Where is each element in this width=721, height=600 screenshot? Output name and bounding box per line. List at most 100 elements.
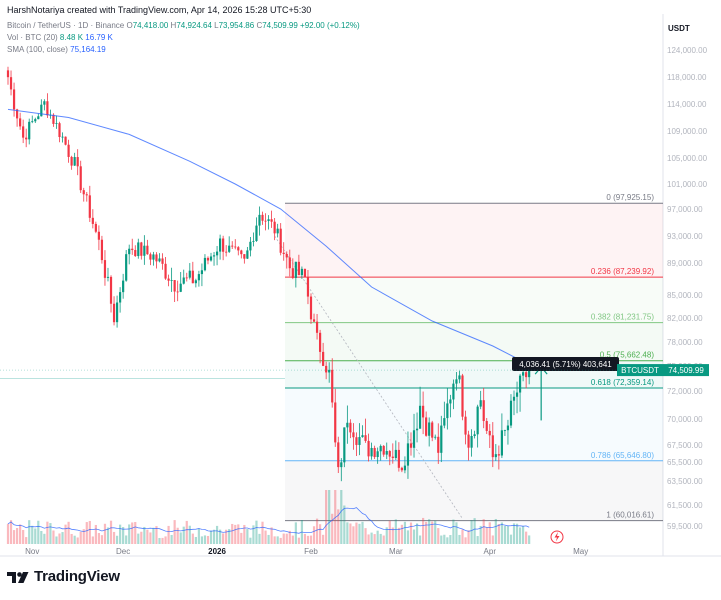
volume-bar	[188, 525, 191, 544]
candle-body	[185, 277, 188, 279]
candle-body	[91, 217, 94, 224]
volume-bar	[461, 529, 464, 544]
candle-body	[352, 432, 355, 438]
volume-bar	[288, 530, 291, 544]
volume-bar	[146, 529, 149, 544]
price-tick-label: 124,000.00	[667, 46, 708, 55]
volume-bar	[191, 533, 194, 544]
candle-body	[364, 435, 367, 441]
sma-value: 75,164.19	[70, 45, 106, 54]
candle-body	[361, 435, 364, 438]
candle-body	[391, 456, 394, 459]
volume-bar	[34, 528, 37, 544]
volume-bar	[15, 528, 19, 544]
candle-body	[276, 228, 279, 234]
candle-body	[161, 258, 164, 264]
candle-body	[191, 270, 194, 284]
volume-bars	[6, 490, 531, 544]
candle-body	[346, 422, 349, 428]
candle-body	[337, 442, 340, 468]
candle-body	[458, 375, 461, 380]
candle-body	[76, 157, 79, 167]
volume-bar	[273, 536, 276, 544]
candle-body	[25, 137, 28, 140]
trendline[interactable]	[274, 235, 463, 519]
fib-level-label: 0.618 (72,359.14)	[591, 378, 654, 387]
candle-body	[155, 254, 158, 262]
candle-body	[167, 278, 170, 281]
volume-bar	[134, 522, 137, 544]
volume-bar	[443, 534, 446, 544]
chart-credit: HarshNotariya created with TradingView.c…	[7, 5, 312, 15]
volume-bar	[85, 522, 88, 544]
ohlc-low-label: L	[214, 21, 219, 30]
price-tick-label: 93,000.00	[667, 232, 703, 241]
volume-bar	[352, 526, 355, 544]
symbol-tag	[617, 364, 663, 377]
volume-bar	[449, 535, 452, 544]
volume-bar	[397, 527, 400, 544]
price-axis[interactable]: 124,000.00 118,000.00 114,000.00 109,000.00…	[667, 46, 708, 531]
price-tick-label: 59,500.00	[667, 522, 703, 531]
volume-bar	[515, 523, 519, 544]
candle-body	[331, 369, 334, 403]
price-tick-label: 118,000.00	[667, 73, 707, 82]
fib-level-label: 0.786 (65,646.80)	[591, 451, 654, 460]
volume-bar	[46, 521, 49, 544]
volume-bar	[22, 530, 25, 544]
candle-body	[243, 254, 246, 259]
volume-bar	[103, 523, 107, 544]
candle-body	[394, 449, 397, 459]
volume-bar	[340, 490, 343, 544]
volume-bar	[52, 530, 55, 544]
price-tick-label: 114,000.00	[667, 100, 707, 109]
candle-body	[119, 292, 122, 303]
volume-bar	[6, 523, 10, 544]
candle-body	[240, 250, 243, 255]
tradingview-logo[interactable]: TradingView	[7, 568, 120, 585]
volume-bar	[367, 534, 370, 544]
volume-bar	[228, 529, 231, 544]
candle-body	[340, 462, 343, 468]
volume-bar	[446, 537, 449, 544]
price-tick-label: 61,500.00	[667, 501, 703, 510]
candle-body	[412, 430, 416, 448]
price-tick-label: 101,000.00	[667, 180, 708, 189]
volume-bar	[385, 527, 388, 544]
volume-bar	[467, 530, 470, 544]
candle-body	[176, 291, 179, 293]
volume-bar	[525, 531, 528, 544]
volume-bar	[88, 520, 91, 544]
candle-body	[403, 465, 407, 471]
volume-bar	[409, 522, 413, 544]
fibonacci-retracement[interactable]: 0 (97,925.15) 0.236 (87,239.92) 0.382 (81,…	[0, 193, 663, 522]
volume-bar	[337, 509, 340, 544]
fib-level-label: 0.5 (75,662.48)	[600, 351, 655, 360]
measure-tool[interactable]: 4,036.41 (5.71%) 403,641	[512, 357, 619, 421]
ohlc-low: 73,954.86	[218, 21, 255, 30]
volume-bar	[379, 533, 382, 544]
volume-bar	[212, 529, 216, 544]
candle-body	[406, 443, 410, 466]
candle-body	[385, 451, 388, 455]
volume-label: Vol · BTC (20)	[7, 33, 58, 42]
volume-bar	[200, 536, 204, 544]
volume-bar	[512, 523, 516, 544]
candle-body	[234, 246, 237, 248]
volume-bar	[376, 530, 379, 544]
volume-bar	[458, 534, 461, 544]
volume-bar	[488, 522, 491, 544]
volume-bar	[406, 530, 410, 544]
alert-icon[interactable]	[550, 530, 564, 544]
volume-bar	[264, 530, 267, 544]
time-axis[interactable]: Nov Dec 2026 Feb Mar Apr May	[25, 547, 588, 556]
candle-body	[328, 369, 331, 373]
candle-body	[476, 406, 479, 435]
candle-body	[355, 437, 358, 445]
candle-body	[503, 430, 507, 432]
candle-body	[225, 251, 228, 253]
volume-bar	[270, 527, 273, 544]
candle-body	[297, 261, 300, 276]
candle-body	[334, 402, 337, 443]
